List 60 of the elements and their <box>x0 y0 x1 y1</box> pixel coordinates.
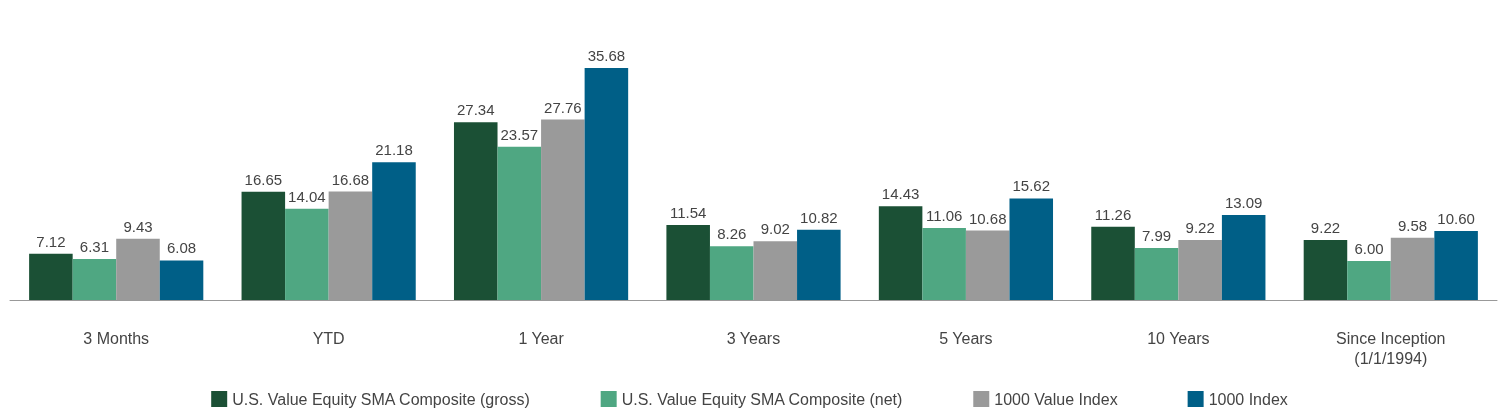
data-label: 9.22 <box>1185 219 1215 237</box>
data-label: 11.54 <box>669 203 707 221</box>
bar <box>584 68 629 300</box>
data-label: 6.08 <box>166 239 197 257</box>
bar <box>1091 226 1135 300</box>
data-label: 8.26 <box>717 225 747 243</box>
bar <box>878 206 923 300</box>
data-label: 27.76 <box>544 98 582 116</box>
data-label: 7.12 <box>36 232 66 250</box>
bar <box>1434 231 1478 300</box>
bar <box>666 224 710 300</box>
data-label: 10.68 <box>968 209 1007 227</box>
legend-label: 1000 Index <box>1208 390 1288 408</box>
data-label: 9.58 <box>1397 216 1428 234</box>
data-label: 6.00 <box>1354 240 1384 257</box>
x-tick-label: 1 Year <box>518 329 565 347</box>
data-label: 6.31 <box>79 237 110 255</box>
bar <box>709 246 754 300</box>
bar <box>1009 198 1054 300</box>
bar <box>29 253 73 300</box>
bar <box>72 258 117 300</box>
legend-label: U.S. Value Equity SMA Composite (net) <box>621 390 903 408</box>
bar <box>1221 214 1266 300</box>
bar <box>285 208 329 300</box>
bar <box>372 162 416 300</box>
bar <box>797 229 841 300</box>
bar <box>922 228 966 300</box>
x-tick-label: YTD <box>312 329 345 347</box>
bar <box>497 146 542 300</box>
data-label: 7.99 <box>1141 227 1172 245</box>
data-label: 15.62 <box>1012 177 1051 195</box>
data-label: 16.68 <box>331 170 370 188</box>
data-label: 10.82 <box>800 208 838 226</box>
data-label: 9.22 <box>1310 219 1341 237</box>
x-tick-label: 3 Years <box>726 329 781 347</box>
bar <box>159 260 204 300</box>
data-label: 16.65 <box>244 170 283 188</box>
data-label: 35.68 <box>587 47 626 65</box>
x-tick-label: 5 Years <box>939 329 993 347</box>
data-label: 14.04 <box>288 187 326 205</box>
data-label: 9.02 <box>760 220 790 238</box>
data-label: 23.57 <box>500 125 539 143</box>
x-tick-label: 10 Years <box>1147 329 1210 347</box>
legend-label: 1000 Value Index <box>994 390 1118 408</box>
data-label: 27.34 <box>456 101 495 119</box>
legend-label: U.S. Value Equity SMA Composite (gross) <box>232 390 530 408</box>
data-label: 9.43 <box>123 217 153 235</box>
data-label: 11.26 <box>1094 205 1132 223</box>
bar <box>1347 261 1391 300</box>
bar <box>1134 248 1179 300</box>
data-label: 10.60 <box>1437 210 1475 228</box>
bar <box>1303 240 1348 300</box>
data-label: 21.18 <box>375 141 413 159</box>
data-label: 13.09 <box>1224 193 1263 211</box>
data-label: 11.06 <box>925 207 963 225</box>
bar <box>241 191 286 300</box>
data-label: 14.43 <box>881 185 920 203</box>
bar <box>453 122 498 300</box>
x-tick-label: 3 Months <box>83 329 150 347</box>
x-tick-label: Since Inception (1/1/1994) <box>1336 329 1446 367</box>
